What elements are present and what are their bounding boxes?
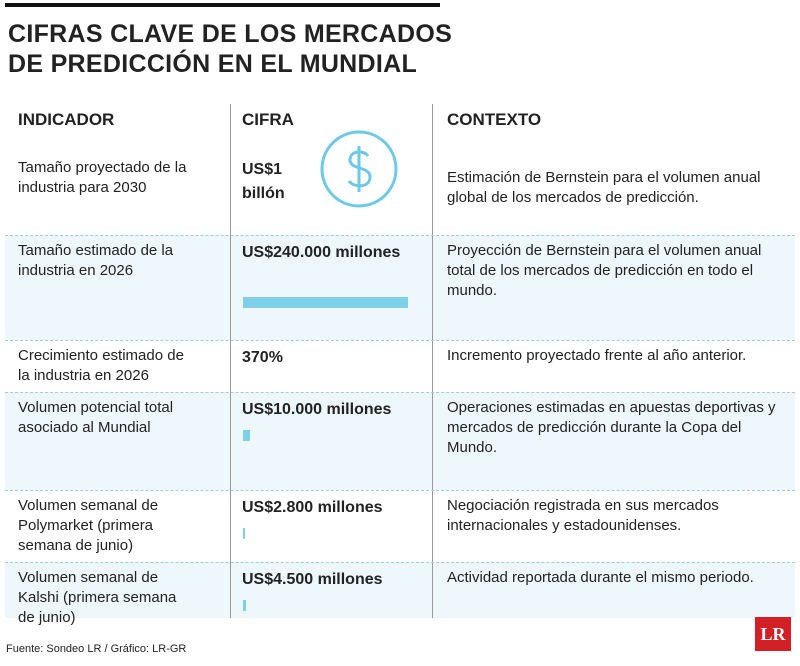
indicator: Tamaño proyectado de la industria para 2…	[18, 159, 187, 196]
column-divider	[230, 104, 231, 618]
row-band	[5, 562, 795, 618]
context: Proyección de Bernstein para el volumen …	[447, 242, 762, 299]
row-separator	[5, 392, 795, 393]
figure: US$2.800 millones	[242, 499, 383, 516]
indicator: Volumen potencial total asociado al Mund…	[18, 399, 174, 436]
indicator: Tamaño estimado de la industria en 2026	[18, 242, 174, 279]
indicator: Volumen semanal de Polymarket (primera s…	[18, 497, 159, 554]
logo: LR	[755, 617, 791, 651]
indicator: Volumen semanal de Kalshi (primera seman…	[18, 569, 177, 626]
figure: 370%	[242, 349, 283, 366]
row-band	[5, 235, 795, 340]
row-separator	[5, 340, 795, 341]
figure: US$10.000 millones	[242, 401, 392, 418]
figure: US$1 billón	[242, 161, 285, 202]
bar	[243, 528, 245, 539]
column-header: CIFRA	[242, 110, 294, 129]
context: Negociación registrada en sus mercados i…	[447, 497, 719, 534]
bar	[243, 600, 247, 611]
bar	[243, 297, 408, 308]
title: CIFRAS CLAVE DE LOS MERCADOS	[8, 20, 453, 48]
source: Fuente: Sondeo LR / Gráfico: LR-GR	[6, 643, 187, 655]
row-band	[5, 392, 795, 490]
top-rule	[5, 3, 440, 7]
context: Estimación de Bernstein para el volumen …	[447, 169, 761, 206]
context: Actividad reportada durante el mismo per…	[447, 569, 754, 586]
indicator: Crecimiento estimado de la industria en …	[18, 347, 184, 384]
row-separator	[5, 490, 795, 491]
bar	[243, 430, 250, 441]
row-separator	[5, 235, 795, 236]
context: Operaciones estimadas en apuestas deport…	[447, 399, 776, 456]
column-header: INDICADOR	[18, 110, 115, 129]
row-separator	[5, 562, 795, 563]
figure: US$240.000 millones	[242, 244, 401, 261]
dollar-icon	[320, 130, 398, 208]
title: DE PREDICCIÓN EN EL MUNDIAL	[8, 50, 418, 78]
figure: US$4.500 millones	[242, 571, 383, 588]
column-divider	[432, 104, 433, 618]
column-header: CONTEXTO	[447, 110, 542, 129]
context: Incremento proyectado frente al año ante…	[447, 347, 747, 364]
